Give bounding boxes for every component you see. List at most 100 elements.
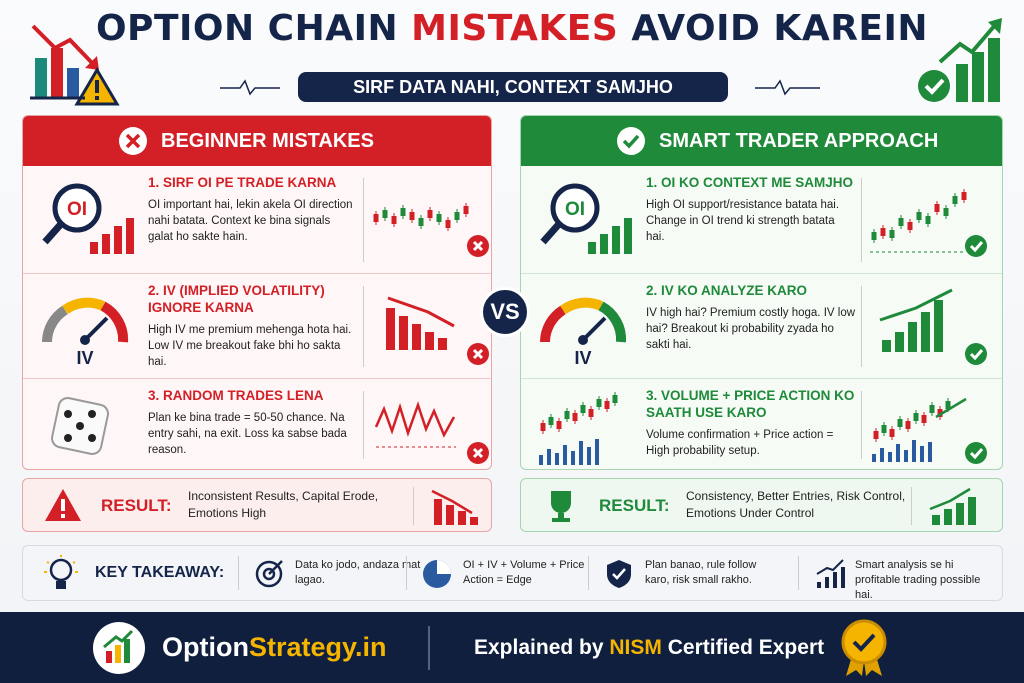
shape-circle [76,422,84,430]
shape-polyline [612,568,626,580]
shape-rect [126,218,134,254]
item-icon: IV [540,297,627,368]
shape-rect [427,210,433,218]
shape-rect [386,308,395,350]
shape-rect [929,405,935,413]
shape-rect [880,228,886,236]
subtitle: SIRF DATA NAHI, CONTEXT SAMJHO [298,72,728,102]
shape-rect [540,423,546,431]
shape-rect [458,511,466,525]
shape-rect [841,567,845,588]
header-icon-up [918,18,1002,102]
shape-polyline [929,487,971,511]
shape-path [62,297,106,315]
shape-line [581,316,607,342]
divider [861,286,862,367]
shape-line [268,560,283,575]
shape-polyline [969,349,984,361]
shape-rect [817,582,821,588]
shape-polyline [374,401,456,438]
shape-rect [463,206,469,214]
shape-circle [578,335,588,345]
shape-rect [881,425,887,433]
shape-rect [425,332,434,350]
shape-circle [80,335,90,345]
mistakes-result: RESULT: Inconsistent Results, Capital Ero… [22,478,492,532]
shape-rect [555,453,559,465]
item-row: IV 2. IV (IMPLIED VOLATILITY) IGNORE KARN… [23,274,491,379]
shape-polyline [31,24,97,68]
shape-rect [436,214,442,222]
shape-polyline [938,22,998,64]
panel-header: BEGINNER MISTAKES [23,116,491,166]
nism: NISM [609,636,662,659]
item-icon [539,392,618,465]
shape-rect [872,454,876,462]
divider [861,391,862,459]
shape-rect [588,242,596,254]
shape-rect [895,332,904,352]
bulb-icon [44,555,78,589]
shape-rect [925,216,931,224]
header-icon-down [30,24,120,106]
divider [428,626,430,670]
shape-rect [56,581,66,589]
item-desc: OI important hai, lekin akela OI directi… [148,199,353,243]
item-title: 2. IV (IMPLIED VOLATILITY) IGNORE KARNA [148,283,325,315]
shape-circle [550,183,600,233]
result-label: RESULT: [599,496,670,515]
shape-rect [988,38,1000,102]
shape-polyline [935,397,967,419]
item-title: 2. IV KO ANALYZE KARO [646,283,808,298]
shape-line [83,316,109,342]
title: OPTION CHAIN MISTAKES AVOID KAREIN [0,8,1024,49]
item-row: 3. RANDOM TRADES LENA Plan ke bina trade … [23,379,491,469]
item-desc: Plan ke bina trade = 50-50 chance. Na en… [148,412,347,456]
item-title: 3. VOLUME + PRICE ACTION KO SAATH USE KA… [646,388,855,420]
shape-polyline [852,633,876,652]
shape-rect [934,300,943,352]
shape-rect [907,222,913,230]
shape-rect [896,444,900,462]
shape-rect [106,651,112,663]
shape-rect [547,449,551,465]
shape-rect [564,411,570,419]
title-highlight: MISTAKES [411,8,619,49]
divider [406,556,407,590]
shape-rect [61,499,65,511]
shape-rect [90,242,98,254]
item-desc: High OI support/resistance batata hai. C… [646,199,840,243]
shape-path [125,133,141,149]
certified-text: Certified Expert [667,636,825,659]
shape-rect [382,210,388,218]
shape-circle [64,434,72,442]
mini-chart [374,401,489,464]
takeaway-icon [255,560,283,588]
divider [588,556,589,590]
divider [911,487,912,525]
shape-rect [913,413,919,421]
shape-rect [556,421,562,429]
item-text: 3. RANDOM TRADES LENA Plan ke bina trade … [148,387,358,458]
takeaway-icon [607,560,631,588]
shape-rect [587,447,591,465]
explained: Explained by NISM Certified Expert [474,636,824,660]
shape-polyline [220,79,280,96]
pulse-lines [220,79,820,96]
shape-rect [95,96,99,100]
panel-header: SMART TRADER APPROACH [521,116,1002,166]
shape-rect [882,340,891,352]
shape-circle [52,183,102,233]
shape-rect [114,226,122,254]
footer-logo [93,622,145,674]
mini-chart [872,397,987,464]
shape-rect [61,514,65,518]
footer: OptionStrategy.in Explained by NISM Cert… [0,612,1024,683]
shape-path [44,555,78,573]
shape-rect [571,451,575,465]
icon-label: OI [67,199,87,220]
icon-label: OI [565,199,585,220]
shape-rect [558,513,564,519]
shape-rect [928,442,932,462]
